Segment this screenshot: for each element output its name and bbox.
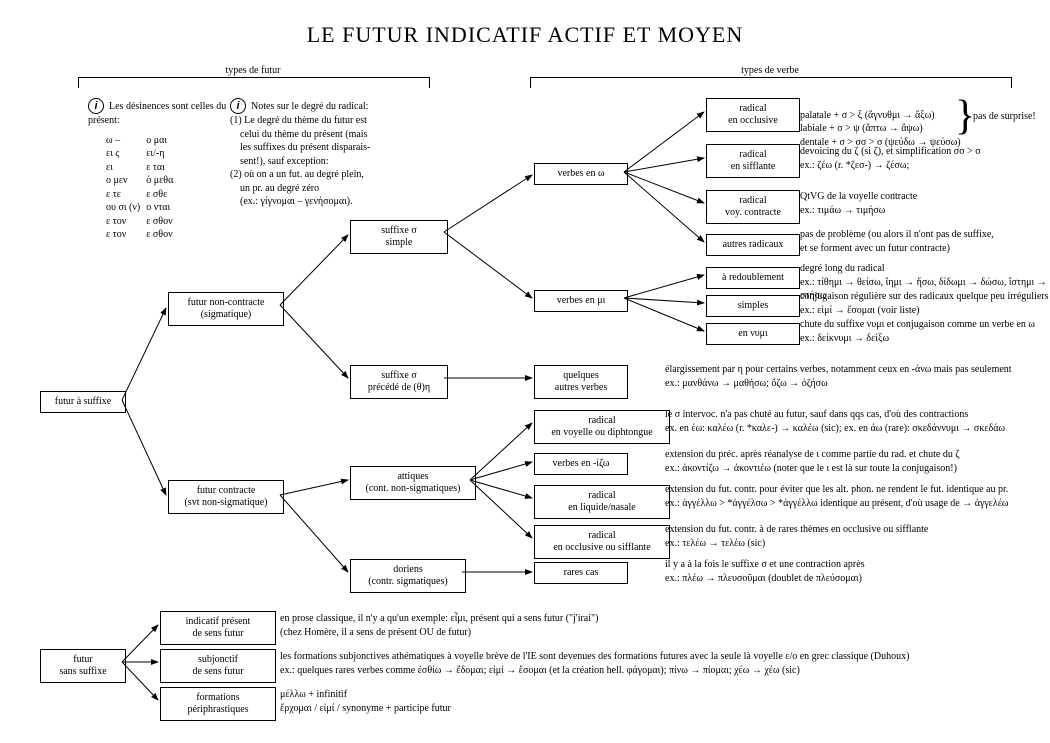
note-c3: élargissement par η pour certains verbes…: [665, 363, 1045, 390]
note-d1-surprise: pas de surprise!: [973, 110, 1036, 124]
desinences-table: ω –ο μαιει ςει/-ηειε ταιο μενό μεθαε τεε…: [106, 134, 179, 242]
note-d6: conjugaison régulière sur des radicaux q…: [800, 290, 1049, 317]
node-rad-voyelle: radical en voyelle ou diphtongue: [534, 410, 670, 444]
group-header-a: types de futur: [78, 65, 428, 76]
note-c8: il y a à la fois le suffixe σ et une con…: [665, 558, 1045, 585]
node-liquide: radical en liquide/nasale: [534, 485, 670, 519]
node-subjonctif: subjonctif de sens futur: [160, 649, 276, 683]
note-e2: les formations subjonctives athématiques…: [280, 650, 1040, 677]
node-sifflante: radical en sifflante: [706, 144, 800, 178]
node-doriens: doriens (contr. sigmatiques): [350, 559, 466, 593]
node-futur-suffixe: futur à suffixe: [40, 391, 126, 413]
node-izo: verbes en -ίζω: [534, 453, 628, 475]
node-numi: en νυμι: [706, 323, 800, 345]
note-e1: en prose classique, il n'y a qu'un exemp…: [280, 612, 1020, 639]
node-autres-verbes: quelques autres verbes: [534, 365, 628, 399]
group-rule-a: [78, 77, 430, 88]
node-ind-present: indicatif présent de sens futur: [160, 611, 276, 645]
group-header-b: types de verbe: [530, 65, 1010, 76]
node-rares: rares cas: [534, 562, 628, 584]
node-voy-contracte: radical voy. contracte: [706, 190, 800, 224]
node-verbes-omega: verbes en ω: [534, 163, 628, 185]
info-radical: iNotes sur le degré du radical:(1) Le de…: [230, 98, 430, 209]
note-d1: palatale + σ > ξ (ἄγνυθμι → ἄξω)labiale …: [800, 95, 961, 149]
node-verbes-mi: verbes en μι: [534, 290, 628, 312]
note-d4: pas de problème (ou alors il n'ont pas d…: [800, 228, 994, 255]
info-desinences: iLes désinences sont celles du présent: …: [88, 98, 238, 242]
note-d2: devoicing du ζ (si ζ), et simplification…: [800, 145, 981, 172]
info2-text: Notes sur le degré du radical:(1) Le deg…: [230, 101, 370, 207]
group-rule-b: [530, 77, 1012, 88]
node-contracte: futur contracte (svt non-sigmatique): [168, 480, 284, 514]
node-redoublement: à redoublement: [706, 267, 800, 289]
node-attiques: attiques (cont. non-sigmatiques): [350, 466, 476, 500]
note-e3: μέλλω + infinitif ἔρχομαι / εἰμί / synon…: [280, 688, 1020, 715]
node-occlusive: radical en occlusive: [706, 98, 800, 132]
note-d3: QtVG de la voyelle contracte ex.: τιμάω …: [800, 190, 917, 217]
node-simples: simples: [706, 295, 800, 317]
info-icon: i: [88, 98, 104, 114]
note-c7: extension du fut. contr. à de rares thèm…: [665, 523, 1045, 550]
info-icon: i: [230, 98, 246, 114]
node-sigma-simple: suffixe σ simple: [350, 220, 448, 254]
note-d7: chute du suffixe νυμι et conjugaison com…: [800, 318, 1035, 345]
info1-label: Les désinences sont celles du présent:: [88, 101, 226, 126]
node-non-contracte: futur non-contracte (sigmatique): [168, 292, 284, 326]
note-c5: extension du préc. après réanalyse de ι …: [665, 448, 1045, 475]
node-futur-sans-suffixe: futur sans suffixe: [40, 649, 126, 683]
node-periphr: formations périphrastiques: [160, 687, 276, 721]
node-occ-sifflante: radical en occlusive ou sifflante: [534, 525, 670, 559]
note-c4: le σ intervoc. n'a pas chuté au futur, s…: [665, 408, 1045, 435]
page-title: LE FUTUR INDICATIF ACTIF ET MOYEN: [0, 22, 1050, 48]
node-autres-rad: autres radicaux: [706, 234, 800, 256]
note-c6: extension du fut. contr. pour éviter que…: [665, 483, 1045, 510]
node-sigma-eta: suffixe σ précédé de (θ)η: [350, 365, 448, 399]
